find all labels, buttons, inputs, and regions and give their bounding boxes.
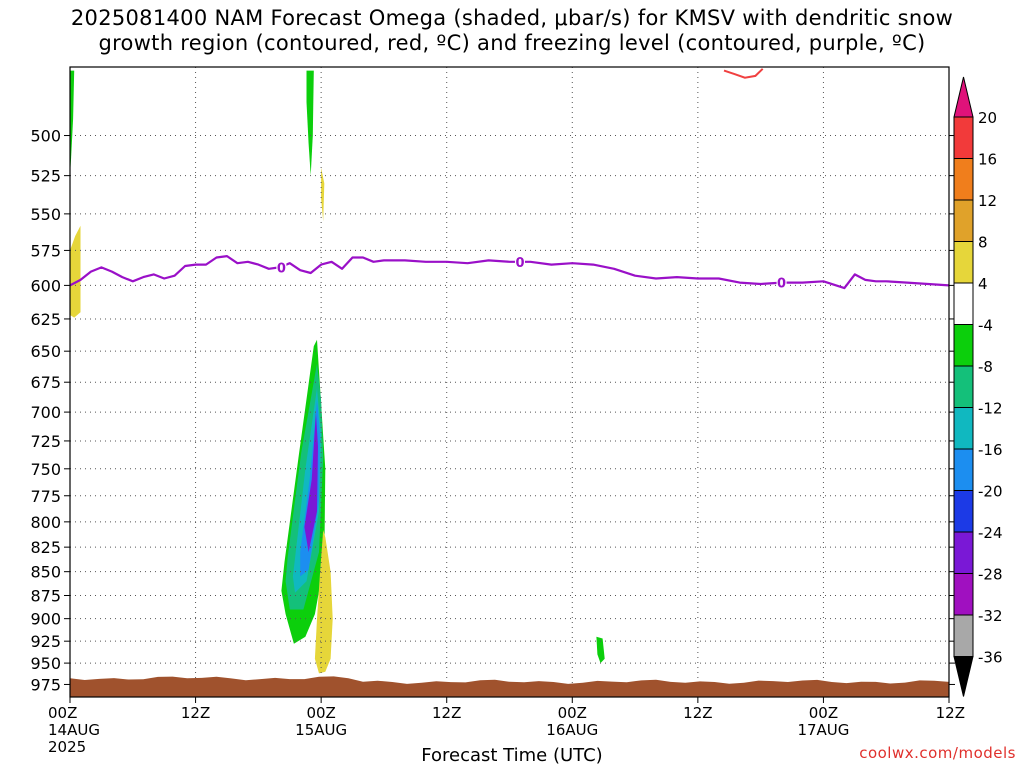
x-tick-label: 00Z — [306, 704, 335, 722]
dgz-contour-line — [723, 68, 764, 79]
colorbar-swatch — [953, 490, 974, 533]
y-tick-label: 625 — [30, 310, 61, 329]
colorbar-swatch — [953, 573, 974, 616]
y-tick-label: 800 — [30, 513, 61, 532]
y-axis: 500 525 550 575 600 625 650 675 700 725 750 775 800 8… — [30, 127, 955, 694]
colorbar-label: -32 — [978, 607, 1003, 625]
y-tick-label: 600 — [30, 276, 61, 295]
colorbar-label: 4 — [978, 275, 988, 293]
x-tick-label: 14AUG — [48, 721, 100, 739]
omega-region-small-green — [596, 636, 605, 664]
chart-title-line1: 2025081400 NAM Forecast Omega (shaded, μ… — [70, 6, 954, 30]
y-tick-label: 725 — [30, 432, 61, 451]
omega-region-lower-yellow — [314, 530, 333, 674]
colorbar-swatch — [953, 365, 974, 408]
y-tick-label: 775 — [30, 487, 61, 506]
colorbar-swatch — [953, 531, 974, 574]
colorbar-label: -20 — [978, 483, 1003, 501]
colorbar-swatch — [953, 448, 974, 491]
colorbar-swatch — [953, 158, 974, 201]
y-tick-label: 750 — [30, 460, 61, 479]
x-tick-label: 12Z — [181, 704, 210, 722]
freezing-level-label-bg — [276, 260, 287, 275]
x-tick-label: 17AUG — [797, 721, 849, 739]
colorbar-swatch — [953, 407, 974, 450]
y-tick-label: 825 — [30, 538, 61, 557]
colorbar-label: 16 — [978, 151, 997, 169]
y-tick-label: 550 — [30, 205, 61, 224]
freezing-level-label: 0 — [515, 256, 524, 271]
omega-region-left-yellow — [70, 225, 81, 318]
x-tick-label: 16AUG — [546, 721, 598, 739]
x-tick-label: 00Z — [558, 704, 587, 722]
colorbar-label: -4 — [978, 317, 993, 335]
x-tick-label: 00Z — [809, 704, 838, 722]
omega-region-upper-left-green — [70, 70, 75, 176]
colorbar-label: -24 — [978, 524, 1003, 542]
x-tick-label: 12Z — [432, 704, 461, 722]
colorbar-label: 20 — [978, 109, 997, 127]
colorbar-arrow-top — [953, 76, 974, 118]
y-tick-label: 650 — [30, 342, 61, 361]
y-tick-label: 500 — [30, 127, 61, 146]
y-tick-label: 900 — [30, 610, 61, 629]
omega-region-upper-yellow — [321, 167, 325, 222]
omega-region-upper-green — [306, 70, 314, 176]
x-tick-label: 15AUG — [295, 721, 347, 739]
terrain-fill — [70, 676, 949, 697]
colorbar-label: -16 — [978, 441, 1003, 459]
grid-lines — [70, 67, 949, 697]
freezing-level-line — [70, 255, 949, 290]
colorbar-label: 12 — [978, 192, 997, 210]
colorbar: 20 16 12 8 4 -4 -8 -12 -16 -20 -24 -28 -32 -36 — [953, 76, 1003, 697]
y-tick-label: 875 — [30, 587, 61, 606]
x-tick-label: 12Z — [683, 704, 712, 722]
colorbar-label: -28 — [978, 566, 1003, 584]
colorbar-label: -8 — [978, 358, 993, 376]
colorbar-swatch — [953, 199, 974, 242]
freezing-level-label: 0 — [277, 261, 286, 276]
x-axis-title: Forecast Time (UTC) — [421, 745, 603, 766]
y-tick-label: 675 — [30, 373, 61, 392]
colorbar-swatch — [953, 614, 974, 657]
freezing-level-label-bg — [514, 254, 525, 269]
colorbar-label: -36 — [978, 649, 1003, 667]
chart-title: 2025081400 NAM Forecast Omega (shaded, μ… — [0, 6, 1024, 56]
colorbar-swatch — [953, 241, 974, 284]
chart-title-line2: growth region (contoured, red, ºC) and f… — [98, 31, 926, 55]
y-tick-label: 850 — [30, 563, 61, 582]
credit-link[interactable]: coolwx.com/models — [859, 744, 1016, 762]
colorbar-arrow-bottom — [953, 656, 974, 697]
freezing-level-label-bg — [776, 275, 787, 290]
y-tick-label: 975 — [30, 675, 61, 694]
y-tick-label: 525 — [30, 167, 61, 186]
x-tick-label: 00Z — [48, 704, 77, 722]
y-tick-label: 925 — [30, 632, 61, 651]
omega-region-main-purple — [304, 412, 318, 553]
colorbar-swatch — [953, 116, 974, 159]
contours: 0 0 0 — [70, 68, 949, 292]
omega-shading — [70, 70, 605, 674]
plot-frame — [69, 66, 950, 698]
y-tick-label: 700 — [30, 403, 61, 422]
y-tick-label: 575 — [30, 241, 61, 260]
colorbar-label: 8 — [978, 234, 988, 252]
colorbar-label: -12 — [978, 400, 1003, 418]
terrain — [70, 676, 949, 697]
colorbar-swatch — [953, 324, 974, 367]
x-tick-label: 12Z — [936, 704, 965, 722]
freezing-level-label: 0 — [777, 277, 786, 292]
colorbar-swatch — [953, 282, 974, 325]
y-tick-label: 950 — [30, 654, 61, 673]
x-tick-label: 2025 — [48, 738, 86, 756]
